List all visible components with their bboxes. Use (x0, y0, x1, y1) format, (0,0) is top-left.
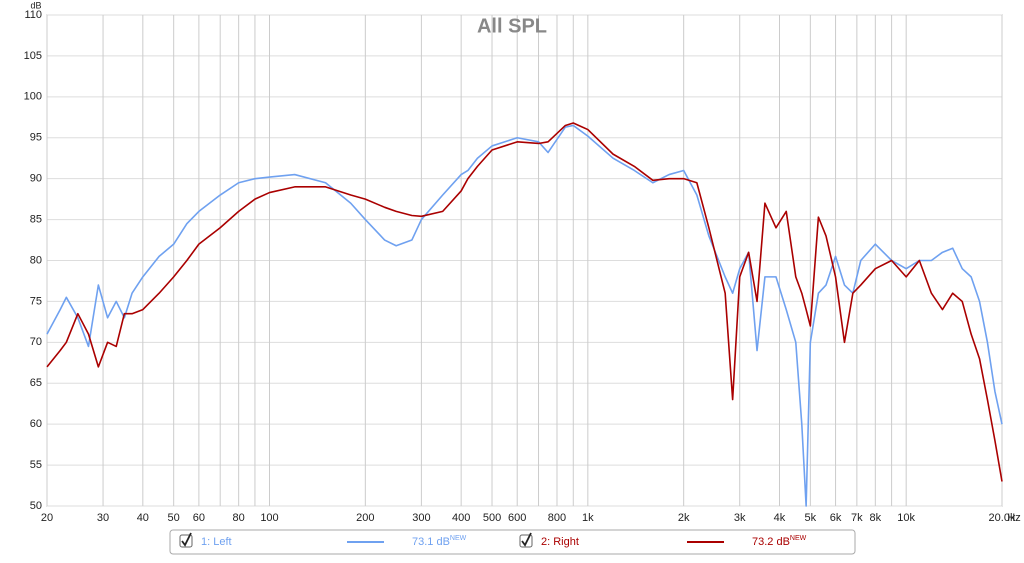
legend-note: NEW (450, 535, 467, 542)
y-tick-label: 80 (30, 254, 42, 266)
chart-title: All SPL (477, 15, 547, 37)
x-tick-label: 5k (805, 512, 817, 524)
y-tick-label: 75 (30, 295, 42, 307)
x-tick-label: 80 (233, 512, 245, 524)
legend-value-text: 73.1 dB (412, 536, 450, 548)
x-axis-label: Hz (1007, 512, 1020, 524)
x-tick-label: 800 (548, 512, 566, 524)
y-tick-label: 90 (30, 173, 42, 185)
series-line (46, 122, 1003, 482)
y-tick-label: 85 (30, 213, 42, 225)
legend-label: 2: Right (541, 536, 579, 548)
x-tick-label: 2k (678, 512, 690, 524)
x-tick-label: 8k (870, 512, 882, 524)
y-tick-label: 70 (30, 336, 42, 348)
x-tick-label: 50 (168, 512, 180, 524)
x-tick-label: 400 (452, 512, 470, 524)
legend-checkbox[interactable] (519, 532, 533, 548)
x-tick-label: 20.0k (989, 512, 1016, 524)
x-tick-label: 1k (582, 512, 594, 524)
y-tick-label: 50 (30, 500, 42, 512)
legend-note: NEW (790, 535, 807, 542)
y-tick-label: 55 (30, 459, 42, 471)
legend-value-text: 73.2 dB (752, 536, 790, 548)
y-tick-label: 110 (24, 9, 42, 21)
series-line (46, 124, 1003, 507)
x-tick-label: 20 (41, 512, 53, 524)
x-tick-label: 40 (137, 512, 149, 524)
x-tick-label: 30 (97, 512, 109, 524)
x-tick-label: 7k (851, 512, 863, 524)
y-tick-label: 105 (24, 50, 42, 62)
x-tick-label: 6k (830, 512, 842, 524)
legend-value: 73.1 dBNEW (412, 535, 467, 548)
x-tick-label: 200 (356, 512, 374, 524)
x-tick-label: 10k (897, 512, 915, 524)
x-tick-label: 500 (483, 512, 501, 524)
legend-label: 1: Left (201, 536, 232, 548)
x-tick-label: 600 (508, 512, 526, 524)
x-tick-label: 3k (734, 512, 746, 524)
x-tick-label: 4k (774, 512, 786, 524)
y-tick-label: 65 (30, 377, 42, 389)
x-tick-label: 300 (412, 512, 430, 524)
legend-checkbox[interactable] (179, 532, 193, 548)
y-axis-label: dB (30, 0, 41, 10)
legend-value: 73.2 dBNEW (752, 535, 807, 548)
grid (46, 14, 1003, 507)
x-tick-label: 100 (260, 512, 278, 524)
x-tick-label: 60 (193, 512, 205, 524)
y-tick-label: 95 (30, 132, 42, 144)
legend (169, 529, 856, 555)
y-tick-label: 60 (30, 418, 42, 430)
checkbox-tick (181, 532, 192, 547)
checkbox-tick (521, 532, 532, 547)
y-tick-label: 100 (24, 91, 42, 103)
